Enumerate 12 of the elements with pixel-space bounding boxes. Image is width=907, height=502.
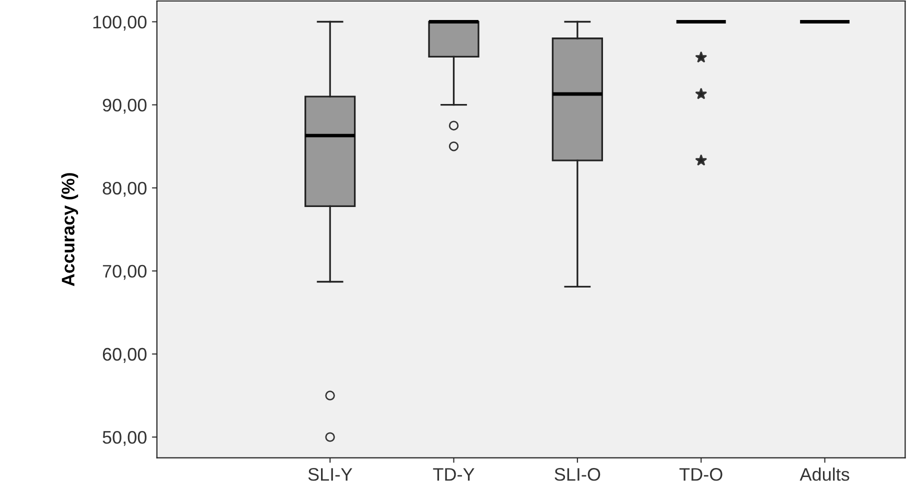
y-tick-label: 50,00 bbox=[102, 430, 146, 446]
x-tick-label: TD-O bbox=[679, 468, 722, 481]
y-axis-title: Accuracy (%) bbox=[61, 173, 78, 286]
x-tick-label: TD-Y bbox=[433, 468, 474, 481]
y-tick-label: 80,00 bbox=[102, 182, 146, 197]
y-tick-label: 60,00 bbox=[102, 348, 146, 363]
y-tick-label: 90,00 bbox=[102, 98, 146, 114]
y-tick-label: 70,00 bbox=[102, 264, 146, 280]
x-tick-label: SLI-Y bbox=[308, 468, 352, 481]
x-tick-label: Adults bbox=[800, 468, 850, 481]
x-tick-label: SLI-O bbox=[554, 468, 600, 481]
y-tick-label: 100,00 bbox=[93, 16, 146, 31]
